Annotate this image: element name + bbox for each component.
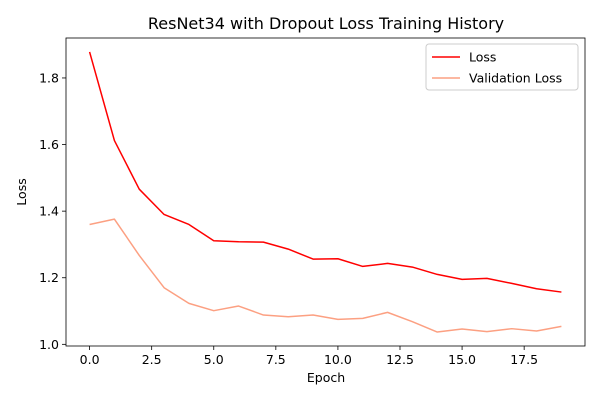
- y-tick-label: 1.6: [39, 137, 59, 152]
- x-tick-label: 5.0: [204, 352, 224, 367]
- y-axis-label: Loss: [14, 178, 29, 205]
- legend-label-loss: Loss: [469, 50, 496, 65]
- plot-area: 0.0 2.5 5.0 7.5 10.0 12.5 15.0 17.5 1.0 1.2 1.4 1.6…: [39, 37, 586, 367]
- x-tick-label: 10.0: [324, 352, 352, 367]
- x-tick-label: 2.5: [142, 352, 162, 367]
- x-axis-label: Epoch: [307, 370, 345, 385]
- x-tick-label: 0.0: [80, 352, 100, 367]
- legend-label-validation-loss: Validation Loss: [469, 71, 562, 86]
- chart-title: ResNet34 with Dropout Loss Training Hist…: [148, 14, 504, 33]
- legend-box: [425, 43, 579, 91]
- y-tick-label: 1.4: [39, 204, 59, 219]
- series-line-validation-loss: [89, 218, 562, 333]
- y-tick-label: 1.2: [39, 270, 59, 285]
- axes-frame: [65, 37, 586, 347]
- y-tick-label: 1.0: [39, 337, 59, 352]
- series-line-loss: [88, 51, 562, 293]
- y-tick-label: 1.8: [39, 70, 59, 85]
- x-tick-label: 12.5: [386, 352, 414, 367]
- x-tick-label: 15.0: [448, 352, 476, 367]
- x-tick-label: 7.5: [266, 352, 286, 367]
- x-tick-label: 17.5: [510, 352, 538, 367]
